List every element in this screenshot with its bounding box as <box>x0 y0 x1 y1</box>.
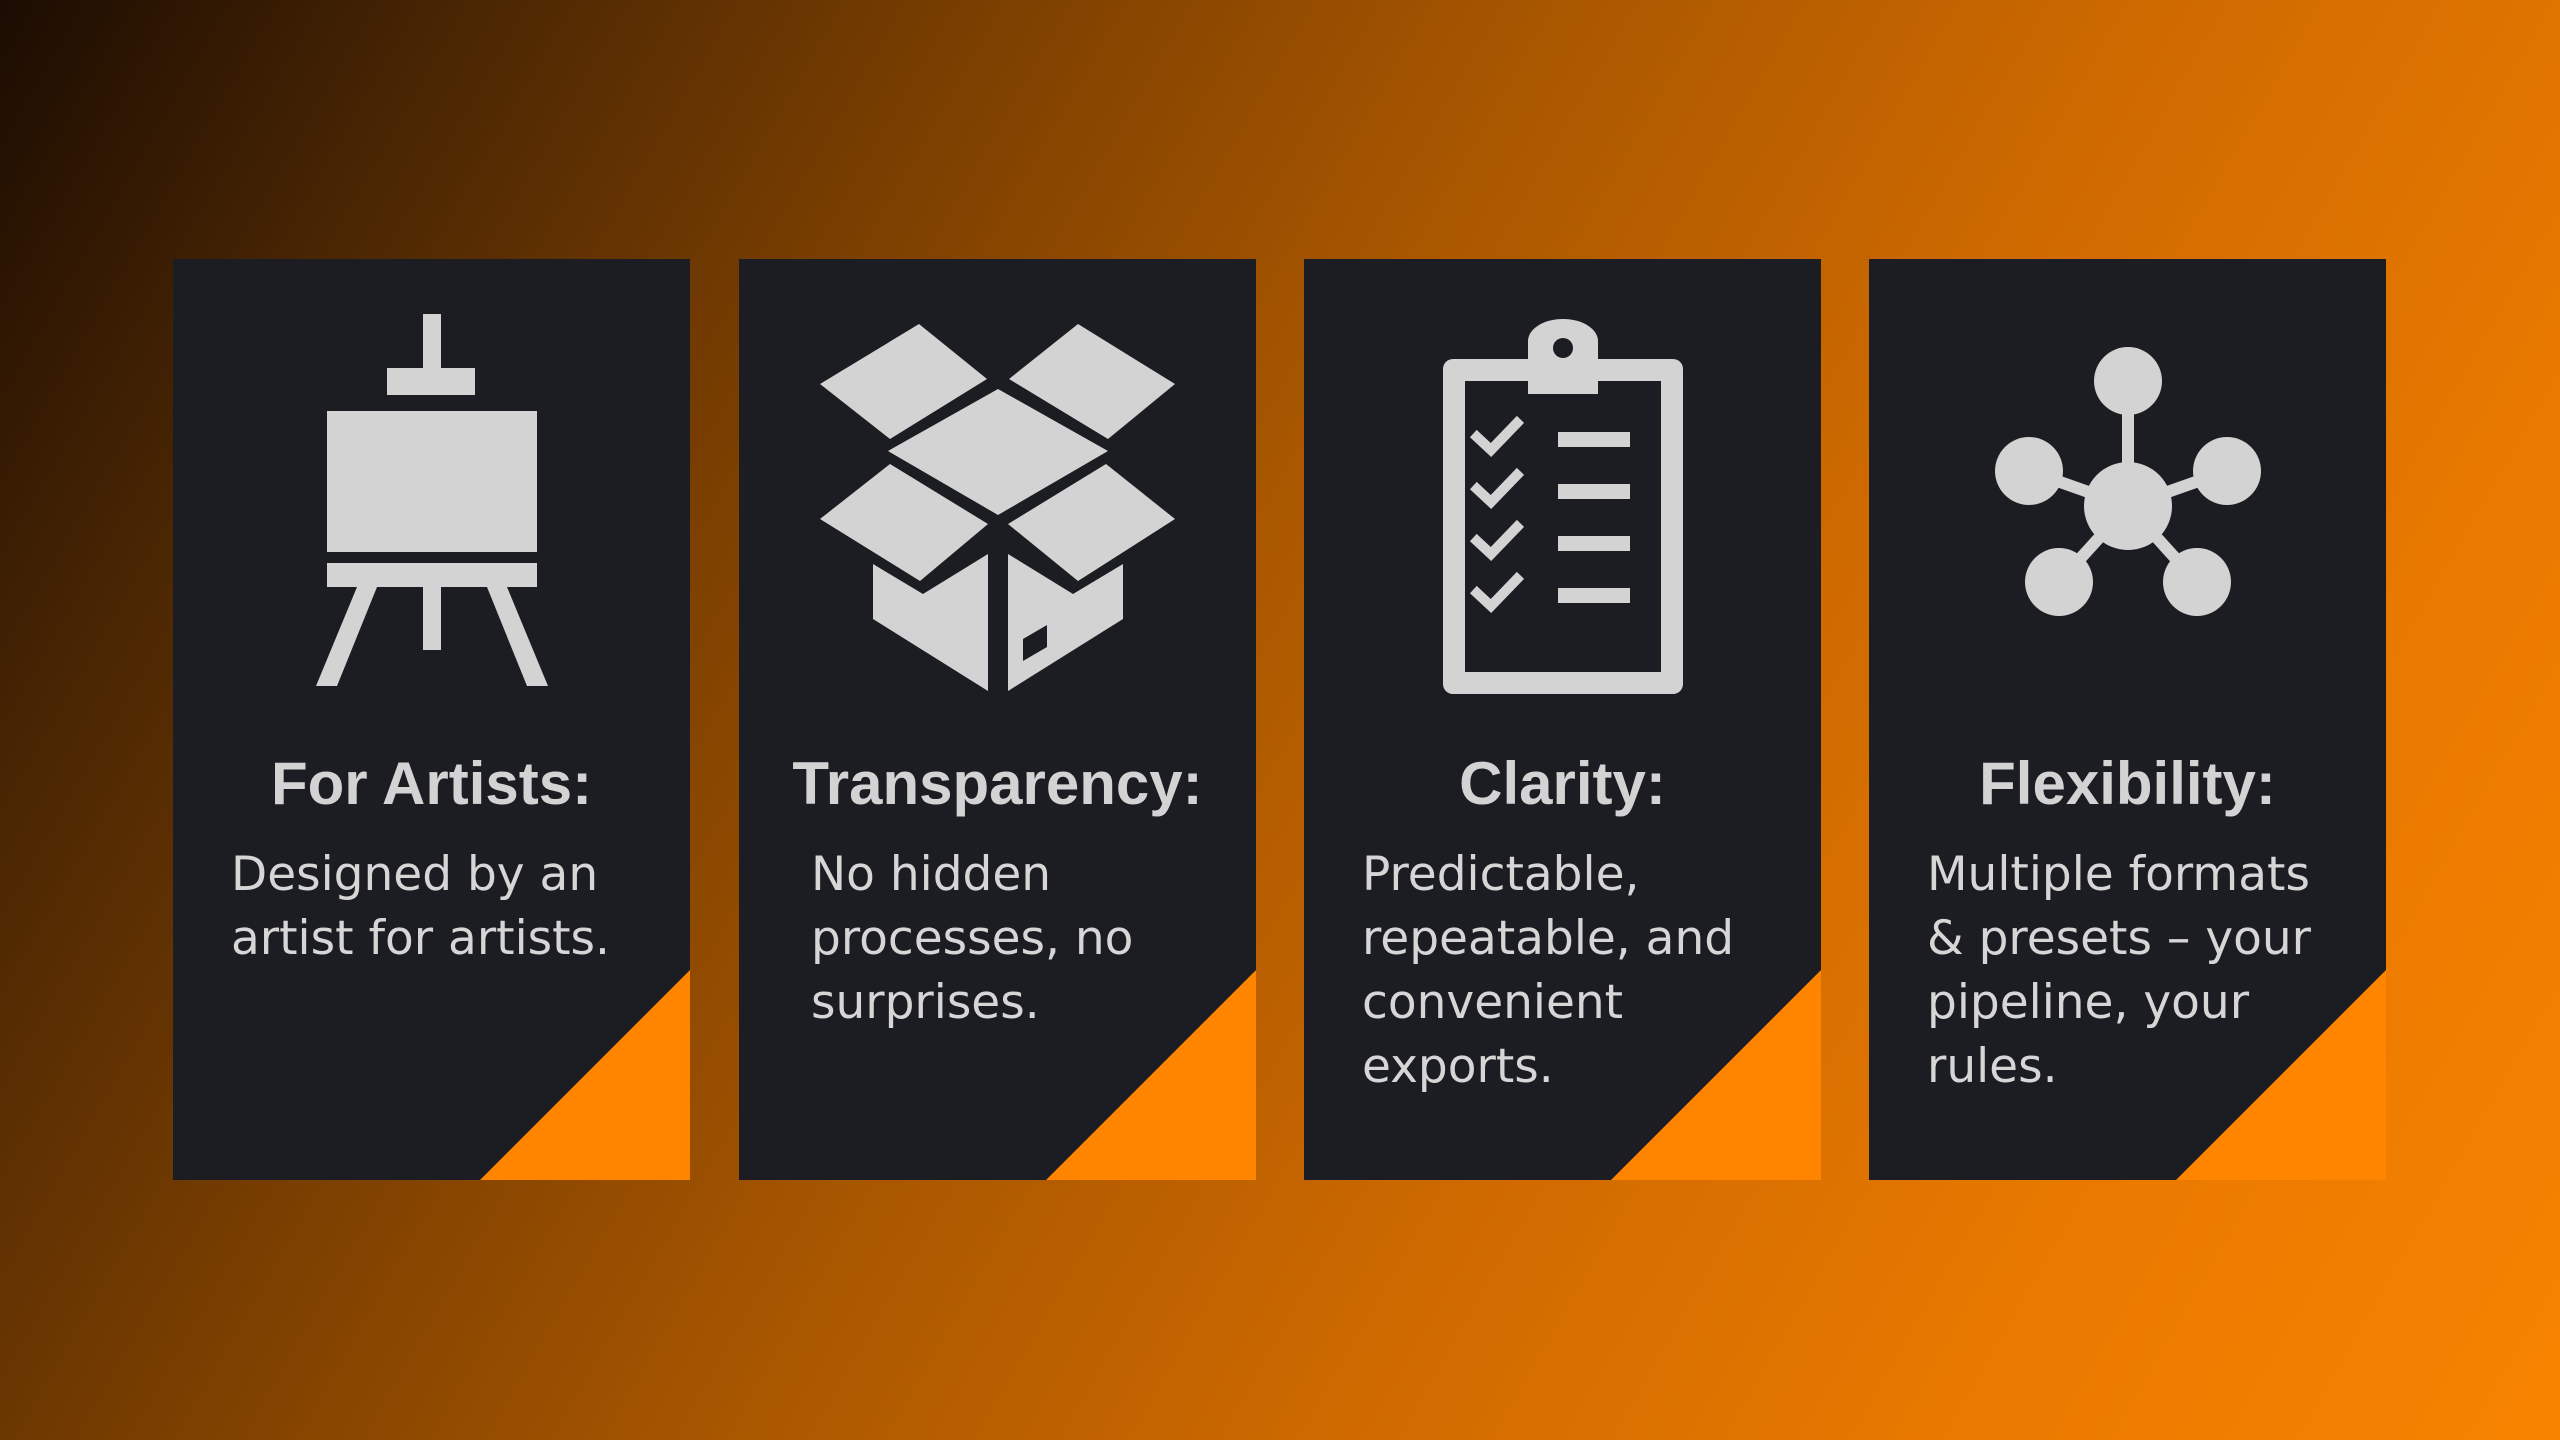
network-hub-icon <box>1869 319 2386 699</box>
feature-card-transparency: Transparency: No hidden processes, no su… <box>739 259 1256 1180</box>
card-title: Flexibility: <box>1979 750 2276 817</box>
card-description: No hidden processes, no surprises. <box>811 847 1134 1030</box>
card-description: Predictable, repeatable, and convenient … <box>1362 847 1735 1094</box>
card-description: Multiple formats & presets – your pipeli… <box>1927 847 2312 1094</box>
feature-card-flexibility: Flexibility: Multiple formats & presets … <box>1869 259 2386 1180</box>
feature-card-clarity: Clarity: Predictable, repeatable, and co… <box>1304 259 1821 1180</box>
card-title: Clarity: <box>1459 750 1666 817</box>
card-title: Transparency: <box>792 750 1203 817</box>
card-title: For Artists: <box>270 750 593 817</box>
open-box-icon <box>739 319 1256 699</box>
card-description: Designed by an artist for artists. <box>231 847 610 966</box>
accent-corner <box>480 970 690 1180</box>
feature-card-for-artists: For Artists: Designed by an artist for a… <box>173 259 690 1180</box>
clipboard-checklist-icon <box>1304 319 1821 699</box>
easel-icon <box>173 314 690 699</box>
